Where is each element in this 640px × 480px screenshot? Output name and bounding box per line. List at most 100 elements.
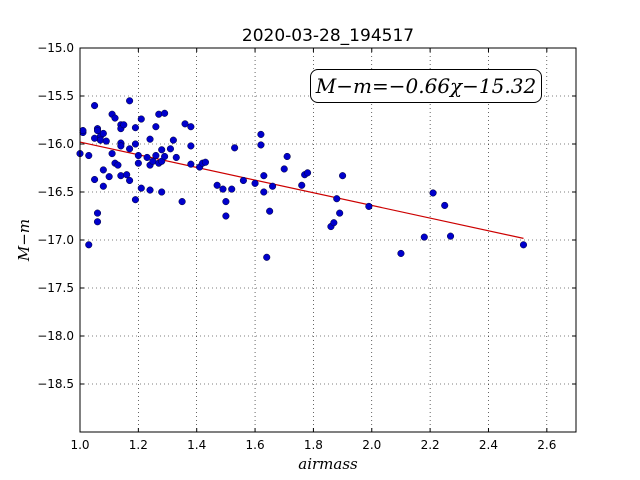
y-axis-label: M−m bbox=[15, 218, 33, 262]
data-point bbox=[102, 137, 110, 145]
data-point bbox=[441, 201, 449, 209]
data-points bbox=[76, 97, 528, 261]
data-point bbox=[222, 198, 230, 206]
data-point bbox=[187, 160, 195, 168]
y-tick-label: −15.0 bbox=[37, 41, 74, 55]
data-point bbox=[397, 249, 405, 257]
data-point bbox=[123, 171, 131, 179]
x-tick-labels: 1.0 1.2 1.4 1.6 1.8 2.0 2.2 2.4 2.6 bbox=[70, 438, 556, 452]
data-point bbox=[260, 188, 268, 196]
y-tick-label: −16.5 bbox=[37, 185, 74, 199]
y-tick-label: −17.0 bbox=[37, 233, 74, 247]
data-point bbox=[213, 181, 221, 189]
data-point bbox=[181, 120, 189, 128]
data-point bbox=[228, 185, 236, 193]
data-point bbox=[111, 114, 119, 122]
data-point bbox=[99, 182, 107, 190]
data-point bbox=[260, 172, 268, 180]
data-point bbox=[158, 188, 166, 196]
data-point bbox=[146, 135, 154, 143]
data-point bbox=[257, 130, 265, 138]
data-point bbox=[137, 115, 145, 123]
data-point bbox=[263, 253, 271, 261]
data-point bbox=[152, 123, 160, 131]
data-point bbox=[280, 165, 288, 173]
data-point bbox=[143, 153, 151, 161]
data-point bbox=[187, 123, 195, 131]
y-tick-labels: −15.0 −15.5 −16.0 −16.5 −17.0 −17.5 −18.0 −18.5 bbox=[37, 41, 74, 391]
x-tick-label: 2.6 bbox=[537, 438, 556, 452]
data-point bbox=[93, 127, 102, 135]
data-point bbox=[251, 179, 259, 187]
data-point bbox=[91, 175, 99, 184]
data-point bbox=[152, 151, 160, 160]
data-point bbox=[178, 198, 186, 206]
data-point bbox=[79, 127, 87, 135]
data-point bbox=[231, 144, 239, 152]
data-point bbox=[126, 145, 134, 153]
x-tick-label: 1.2 bbox=[129, 438, 148, 452]
data-point bbox=[93, 209, 102, 217]
data-point bbox=[172, 153, 180, 161]
grid-lines bbox=[80, 48, 576, 432]
data-point bbox=[134, 159, 142, 167]
data-point bbox=[120, 121, 128, 129]
data-point bbox=[131, 124, 139, 132]
data-point bbox=[169, 136, 177, 144]
data-point bbox=[239, 176, 247, 185]
x-axis-label: airmass bbox=[298, 455, 358, 473]
data-point bbox=[222, 212, 230, 220]
chart-title: 2020-03-28_194517 bbox=[241, 26, 415, 46]
data-point bbox=[85, 151, 93, 160]
x-tick-label: 1.6 bbox=[246, 438, 265, 452]
data-point bbox=[339, 172, 347, 180]
data-point bbox=[105, 173, 113, 181]
data-point bbox=[108, 150, 116, 158]
data-point bbox=[257, 141, 265, 149]
data-point bbox=[117, 142, 125, 150]
data-point bbox=[126, 97, 134, 105]
data-point bbox=[146, 186, 154, 194]
data-point bbox=[219, 185, 227, 193]
data-point bbox=[446, 232, 455, 240]
y-tick-label: −15.5 bbox=[37, 89, 74, 103]
axis-ticks bbox=[79, 47, 576, 432]
data-point bbox=[137, 184, 145, 192]
data-point bbox=[161, 109, 169, 117]
data-point bbox=[96, 136, 104, 144]
data-point bbox=[166, 145, 174, 153]
y-tick-label: −18.5 bbox=[37, 377, 74, 391]
data-point bbox=[99, 129, 107, 137]
data-point bbox=[336, 209, 344, 217]
data-point bbox=[519, 241, 528, 249]
data-point bbox=[155, 110, 163, 118]
data-point bbox=[333, 195, 341, 203]
data-point bbox=[158, 146, 166, 154]
y-tick-label: −16.0 bbox=[37, 137, 74, 151]
x-tick-label: 2.2 bbox=[421, 438, 440, 452]
data-point bbox=[298, 181, 306, 189]
data-point bbox=[131, 140, 139, 148]
data-point bbox=[266, 207, 274, 215]
y-tick-label: −17.5 bbox=[37, 281, 74, 295]
data-point bbox=[131, 196, 139, 204]
x-tick-label: 1.4 bbox=[187, 438, 206, 452]
data-point bbox=[134, 151, 142, 160]
data-point bbox=[330, 219, 338, 227]
x-tick-label: 1.8 bbox=[304, 438, 323, 452]
x-tick-label: 1.0 bbox=[70, 438, 89, 452]
y-tick-label: −18.0 bbox=[37, 329, 74, 343]
data-point bbox=[429, 189, 437, 197]
data-point bbox=[85, 241, 93, 249]
data-point bbox=[420, 233, 428, 241]
data-point bbox=[93, 218, 102, 226]
data-point bbox=[117, 172, 125, 180]
x-tick-label: 2.0 bbox=[362, 438, 381, 452]
fit-annotation: M−m=−0.66χ−15.32 bbox=[310, 69, 542, 103]
data-point bbox=[201, 158, 210, 166]
data-point bbox=[114, 161, 122, 169]
data-point bbox=[187, 142, 195, 150]
data-point bbox=[161, 152, 169, 161]
